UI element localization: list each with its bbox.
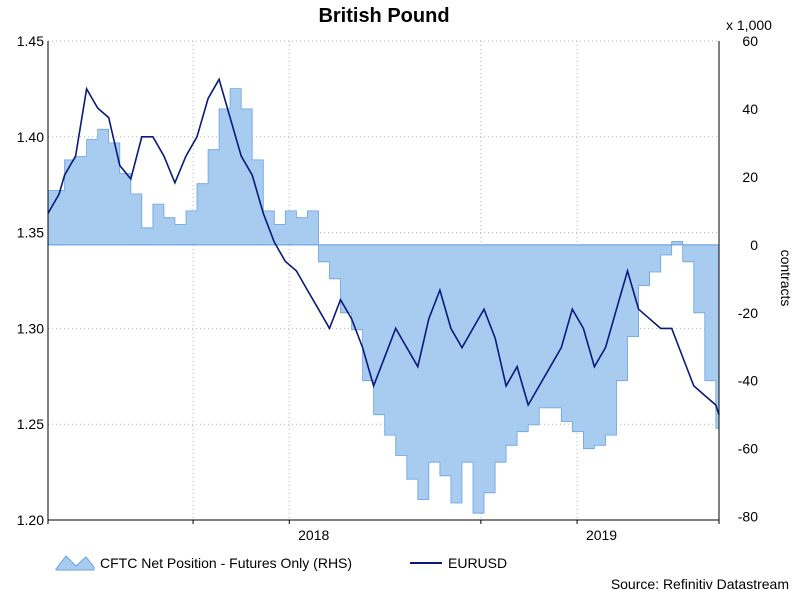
right-tick-label: 60: [742, 33, 758, 49]
left-tick-label: 1.30: [17, 320, 44, 336]
right-tick-label: 0: [750, 237, 758, 253]
x-tick-label: 2019: [586, 527, 617, 543]
right-tick-label: -40: [738, 373, 758, 389]
axis-ticks: 1.45 1.40 1.35 1.30 1.25 1.20 60 40 20 0 -20 -40 -60…: [17, 33, 758, 543]
left-tick-label: 1.35: [17, 225, 44, 241]
right-tick-label: -60: [738, 441, 758, 457]
legend: CFTC Net Position - Futures Only (RHS) E…: [55, 555, 507, 571]
x-tick-label: 2018: [298, 527, 329, 543]
legend-area-swatch: [55, 555, 95, 571]
right-axis-label: contracts: [778, 250, 794, 307]
left-tick-label: 1.20: [17, 512, 44, 528]
right-tick-label: -80: [738, 509, 758, 525]
source-note: Source: Refinitiv Datastream: [611, 576, 789, 591]
left-tick-label: 1.40: [17, 129, 44, 145]
left-tick-label: 1.45: [17, 33, 44, 49]
legend-item-eurusd-label: EURUSD: [448, 555, 507, 571]
right-tick-label: -20: [738, 305, 758, 321]
chart-title: British Pound: [318, 5, 449, 27]
left-tick-label: 1.25: [17, 416, 44, 432]
legend-item-cftc-label: CFTC Net Position - Futures Only (RHS): [100, 555, 352, 571]
right-axis-unit: x 1,000: [726, 17, 772, 33]
right-tick-label: 40: [742, 101, 758, 117]
right-tick-label: 20: [742, 169, 758, 185]
cftc-net-position-area: [47, 88, 720, 514]
eurusd-line: [47, 77, 720, 415]
